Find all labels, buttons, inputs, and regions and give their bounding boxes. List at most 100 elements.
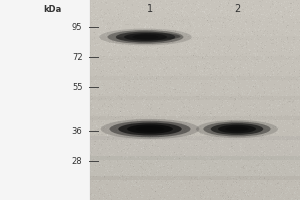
Point [279, 183, 284, 187]
Point [275, 126, 280, 129]
Point [89, 111, 94, 114]
Point [271, 72, 276, 75]
Point [210, 24, 215, 27]
Point [108, 1, 113, 4]
Point [253, 191, 257, 194]
Point [169, 166, 174, 170]
Point [280, 18, 285, 21]
Point [256, 169, 261, 172]
Point [296, 100, 300, 103]
Point [169, 25, 174, 28]
Point [128, 156, 133, 159]
Point [184, 170, 189, 173]
Point [278, 184, 283, 187]
Point [231, 122, 236, 125]
Point [107, 144, 112, 148]
Point [251, 189, 256, 192]
Point [134, 170, 139, 173]
Point [272, 0, 277, 3]
Point [148, 31, 153, 34]
Point [243, 7, 248, 11]
Point [104, 11, 109, 14]
Point [290, 42, 295, 45]
Point [185, 198, 190, 200]
Point [152, 112, 157, 116]
Point [196, 75, 201, 78]
Point [131, 79, 136, 82]
Point [149, 143, 154, 146]
Point [197, 104, 202, 107]
Point [96, 97, 101, 101]
Point [205, 194, 210, 198]
Point [215, 171, 220, 175]
Point [295, 105, 300, 109]
Point [288, 149, 293, 152]
Point [206, 170, 211, 173]
Point [246, 72, 251, 75]
Point [116, 150, 120, 153]
Point [231, 176, 236, 179]
Point [228, 107, 233, 110]
Point [233, 170, 238, 174]
Point [278, 142, 283, 146]
Point [133, 192, 137, 195]
Point [276, 62, 280, 65]
Point [203, 37, 208, 40]
Point [158, 102, 163, 106]
Point [111, 105, 116, 108]
Point [104, 197, 109, 200]
Point [114, 122, 118, 125]
Point [286, 10, 291, 13]
Point [96, 152, 100, 155]
Point [227, 95, 232, 98]
Point [262, 45, 267, 48]
Point [295, 98, 300, 101]
Point [102, 158, 106, 161]
Point [275, 71, 280, 74]
Point [221, 61, 226, 64]
Point [289, 149, 294, 152]
Point [95, 178, 100, 181]
Point [212, 128, 216, 131]
Point [158, 130, 163, 133]
Point [223, 125, 228, 128]
Point [296, 99, 300, 102]
Point [115, 191, 119, 194]
Point [260, 163, 265, 166]
Point [149, 117, 154, 120]
Point [279, 4, 284, 7]
Point [283, 183, 288, 186]
Point [280, 191, 285, 194]
Point [239, 57, 244, 60]
Point [172, 29, 177, 32]
Point [240, 93, 245, 96]
Point [130, 122, 134, 125]
Point [143, 96, 148, 100]
Point [229, 124, 234, 127]
Point [105, 132, 110, 135]
Point [116, 1, 121, 4]
Point [132, 149, 136, 153]
Point [285, 35, 290, 38]
Point [209, 139, 214, 142]
Point [143, 170, 148, 173]
Point [243, 136, 248, 140]
Point [92, 78, 97, 81]
Point [187, 14, 192, 17]
Bar [90, 36, 300, 60]
Point [290, 122, 295, 125]
Point [286, 71, 291, 74]
Point [274, 41, 279, 45]
Point [269, 103, 274, 106]
Point [118, 162, 123, 166]
Point [290, 187, 295, 190]
Point [111, 61, 116, 64]
Point [180, 61, 185, 65]
Point [117, 181, 122, 184]
Point [224, 187, 229, 190]
Point [88, 55, 93, 58]
Point [93, 87, 98, 90]
Point [278, 99, 283, 102]
Point [128, 29, 133, 32]
Point [150, 138, 155, 142]
